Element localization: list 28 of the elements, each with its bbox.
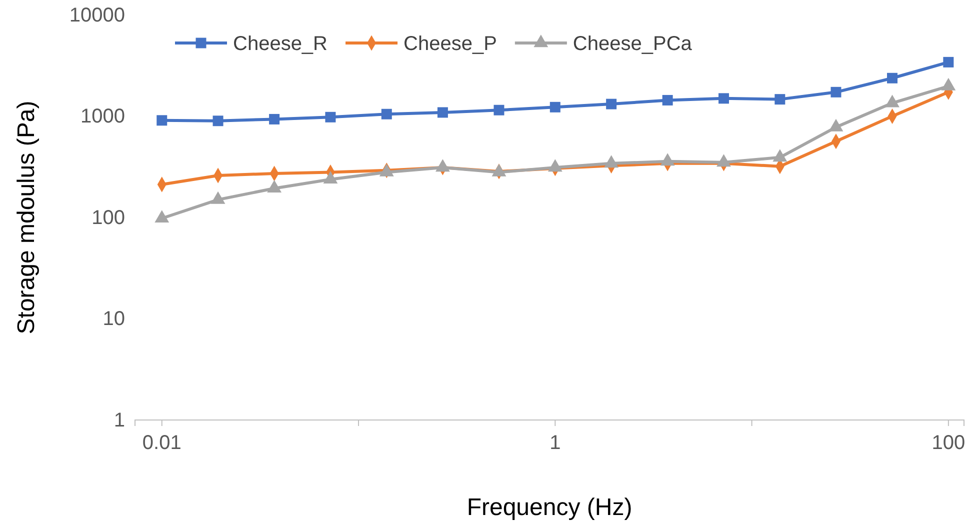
point (156, 115, 168, 126)
point (662, 94, 673, 106)
point (437, 107, 448, 118)
point (325, 112, 336, 122)
x-tick-label: 100 (932, 432, 966, 454)
point (494, 104, 504, 116)
legend-label: Cheese_PCa (572, 33, 693, 55)
point (830, 86, 842, 98)
y-tick-label: 1000 (80, 106, 125, 128)
point (212, 116, 224, 126)
legend-label: Cheese_P (404, 33, 497, 55)
point (606, 98, 617, 110)
y-axis-title: Storage mdoulus (Pa) (13, 100, 40, 334)
y-tick-label: 10 (102, 308, 125, 330)
y-tick-label: 10000 (69, 4, 125, 26)
y-tick-label: 100 (92, 206, 125, 229)
point (269, 114, 280, 124)
point (774, 94, 786, 105)
x-tick-label: 1 (550, 432, 561, 454)
x-axis-title: Frequency (Hz) (466, 494, 632, 521)
y-tick-label: 1 (114, 409, 125, 432)
point (943, 56, 954, 68)
point (718, 93, 729, 104)
legend-label: Cheese_R (233, 33, 328, 55)
point (887, 72, 898, 84)
point (550, 102, 560, 112)
point (381, 108, 392, 120)
x-tick-label: 0.01 (142, 432, 182, 454)
